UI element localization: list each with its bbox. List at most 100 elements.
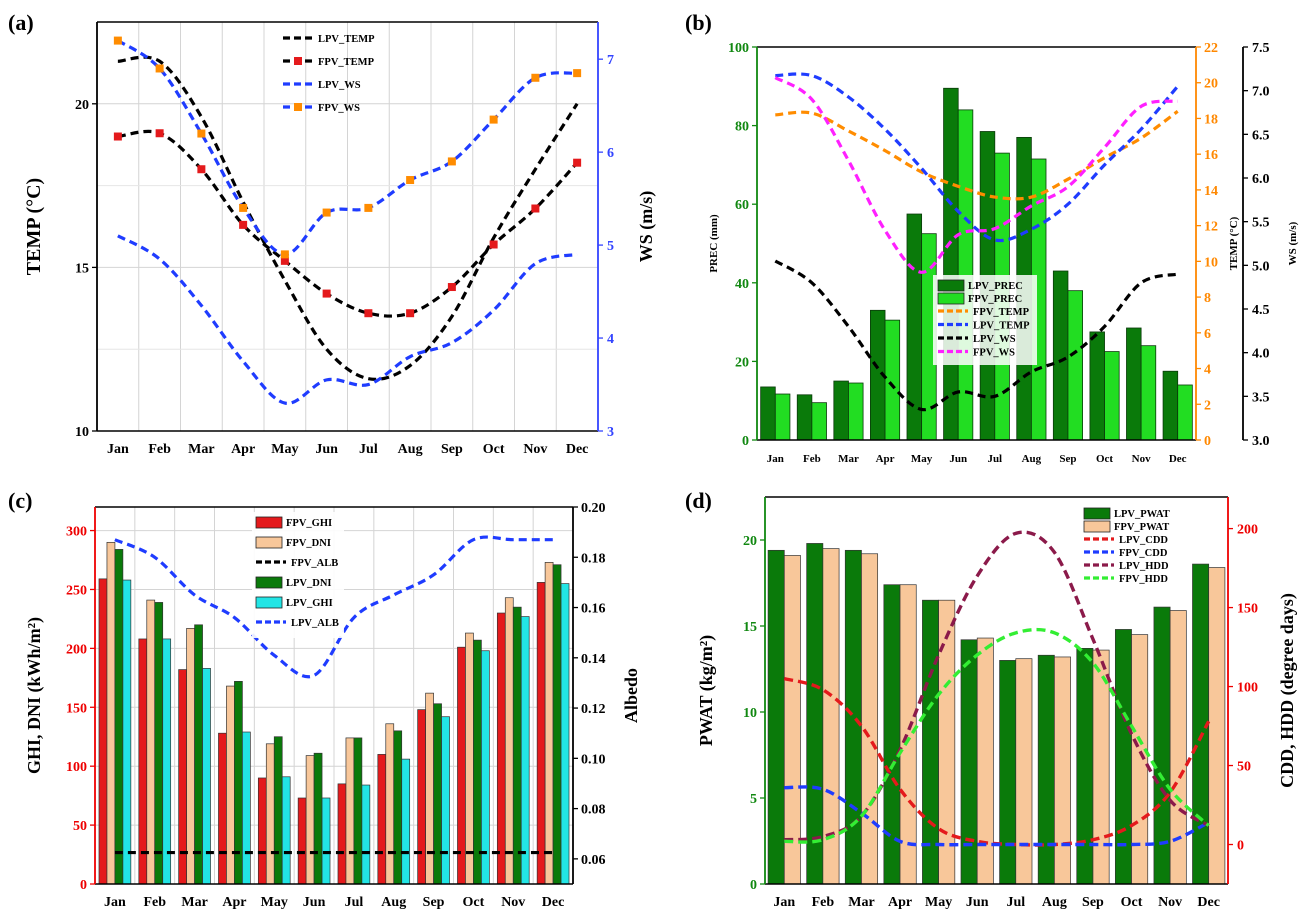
- x-tick-label: Jul: [1006, 895, 1025, 910]
- x-tick-label: Jan: [104, 895, 126, 910]
- legend-swatch: [937, 279, 965, 292]
- y2-tick-label: 50: [1237, 760, 1251, 775]
- y2-tick-label: 0.12: [581, 702, 606, 717]
- y3-tick-label: 5.0: [1252, 259, 1270, 274]
- bar-lpv_ghi: [481, 650, 490, 885]
- y2-axis-title: CDD, HDD (degree days): [1277, 593, 1298, 788]
- series-line-fpv_cdd: [784, 785, 1210, 847]
- series-line-lpv_ws: [117, 234, 578, 405]
- bar-fpv_ghi: [138, 638, 148, 885]
- x-tick-label: May: [911, 453, 933, 465]
- y3-tick-label: 3.5: [1252, 390, 1270, 405]
- x-tick-label: Sep: [441, 442, 463, 457]
- bar-lpv_ghi: [122, 579, 132, 885]
- bar-fpv_ghi: [337, 783, 347, 885]
- y2-tick-label: 200: [1237, 523, 1258, 538]
- bar-fpv_dni: [465, 632, 474, 885]
- y2-tick-label: 5: [607, 239, 614, 254]
- x-tick-label: Jun: [303, 895, 326, 910]
- x-tick-label: Apr: [231, 442, 255, 457]
- y2-tick-label: 150: [1237, 602, 1258, 617]
- legend-label: LPV_DNI: [286, 578, 332, 589]
- bar-fpv_ghi: [377, 754, 387, 885]
- y-tick-label: 250: [66, 583, 87, 598]
- data-point-fpv_temp: [113, 132, 122, 141]
- legend-label: LPV_PWAT: [1114, 509, 1170, 520]
- legend-label: FPV_PREC: [968, 294, 1022, 305]
- bar-fpv_dni: [106, 541, 116, 885]
- panel-label: (a): [8, 10, 34, 35]
- y-axis-title: GHI, DNI (kWh/m²): [24, 617, 45, 774]
- y3-tick-label: 6.0: [1252, 172, 1270, 187]
- y3-tick-label: 4.0: [1252, 347, 1270, 362]
- x-tick-label: Dec: [542, 895, 565, 910]
- bar-lpv_ghi: [321, 797, 331, 885]
- y2-tick-label: 18: [1204, 112, 1218, 127]
- y2-tick-label: 10: [1204, 255, 1218, 270]
- legend-swatch: [255, 516, 283, 529]
- x-tick-label: Feb: [148, 442, 171, 457]
- y2-axis-title: TEMP (°C): [1228, 216, 1240, 270]
- y2-tick-label: 0.08: [581, 803, 606, 818]
- x-tick-label: Apr: [876, 453, 895, 465]
- legend-swatch: [255, 596, 283, 609]
- legend-label: LPV_HDD: [1119, 561, 1169, 572]
- y2-tick-label: 0: [1204, 434, 1211, 449]
- legend: FPV_GHI FPV_DNI FPV_ALB LPV_DNI LPV_GHI LPV_A…: [252, 512, 344, 638]
- y-tick-label: 0: [750, 878, 757, 893]
- x-tick-label: Aug: [1022, 453, 1042, 465]
- y-tick-label: 15: [743, 620, 757, 635]
- y2-tick-label: 0.10: [581, 752, 606, 767]
- bar-lpv_ghi: [162, 638, 172, 885]
- bar-fpv_dni: [146, 599, 156, 885]
- bar-lpv_pwat: [1037, 654, 1055, 885]
- data-point-fpv_temp: [155, 129, 164, 138]
- bar-fpv_pwat: [861, 553, 879, 885]
- x-tick-label: Dec: [1169, 453, 1187, 465]
- bar-lpv_prec: [796, 394, 813, 441]
- bar-fpv_prec: [848, 382, 864, 441]
- bar-fpv_dni: [305, 755, 315, 885]
- x-tick-label: Sep: [1059, 453, 1076, 465]
- legend-marker: [294, 103, 302, 111]
- x-tick-label: Jun: [315, 442, 338, 457]
- panel-b: (b) 0 20 40 60 80 100 0 2 4 6 8 10 12 14 16 18 20 22 3.0 3.5…: [685, 10, 1299, 465]
- bar-fpv_ghi: [98, 578, 108, 885]
- legend-label: LPV_ALB: [291, 618, 339, 629]
- bar-fpv_pwat: [1015, 658, 1033, 885]
- panel-label: (d): [685, 488, 712, 513]
- y-axis-title: PWAT (kg/m²): [696, 635, 717, 746]
- x-tick-label: Mar: [188, 442, 214, 457]
- x-tick-label: Jul: [987, 453, 1002, 465]
- y-tick-label: 100: [66, 760, 87, 775]
- bar-lpv_dni: [552, 564, 562, 885]
- bar-lpv_dni: [194, 624, 203, 885]
- legend-label: LPV_CDD: [1119, 535, 1168, 546]
- legend-label: FPV_WS: [973, 348, 1015, 359]
- bar-lpv_pwat: [1076, 648, 1094, 885]
- legend-swatch: [255, 536, 283, 549]
- y2-tick-label: 0: [1237, 839, 1244, 854]
- data-point-fpv_ws: [197, 129, 206, 138]
- bar-fpv_ghi: [417, 709, 426, 885]
- data-point-fpv_ws: [489, 115, 498, 124]
- bar-fpv_prec: [811, 402, 827, 441]
- y-tick-label: 10: [743, 706, 757, 721]
- bar-lpv_pwat: [960, 639, 978, 885]
- legend-label: FPV_ALB: [291, 558, 338, 569]
- panel-label: (b): [685, 10, 712, 35]
- y2-tick-label: 0.20: [581, 501, 606, 516]
- y-tick-label: 10: [75, 425, 89, 440]
- y2-tick-label: 0.18: [581, 551, 606, 566]
- bar-fpv_ghi: [536, 582, 546, 885]
- y2-tick-label: 22: [1204, 41, 1218, 56]
- y3-tick-label: 6.5: [1252, 128, 1270, 143]
- data-point-fpv_temp: [489, 240, 498, 249]
- bar-fpv_pwat: [1208, 567, 1226, 885]
- y2-tick-label: 6: [607, 146, 614, 161]
- x-tick-label: May: [261, 895, 288, 910]
- x-tick-label: Apr: [888, 895, 912, 910]
- legend-box: [252, 512, 344, 638]
- series-line-lpv_alb: [114, 535, 554, 679]
- bar-fpv_pwat: [1131, 634, 1149, 885]
